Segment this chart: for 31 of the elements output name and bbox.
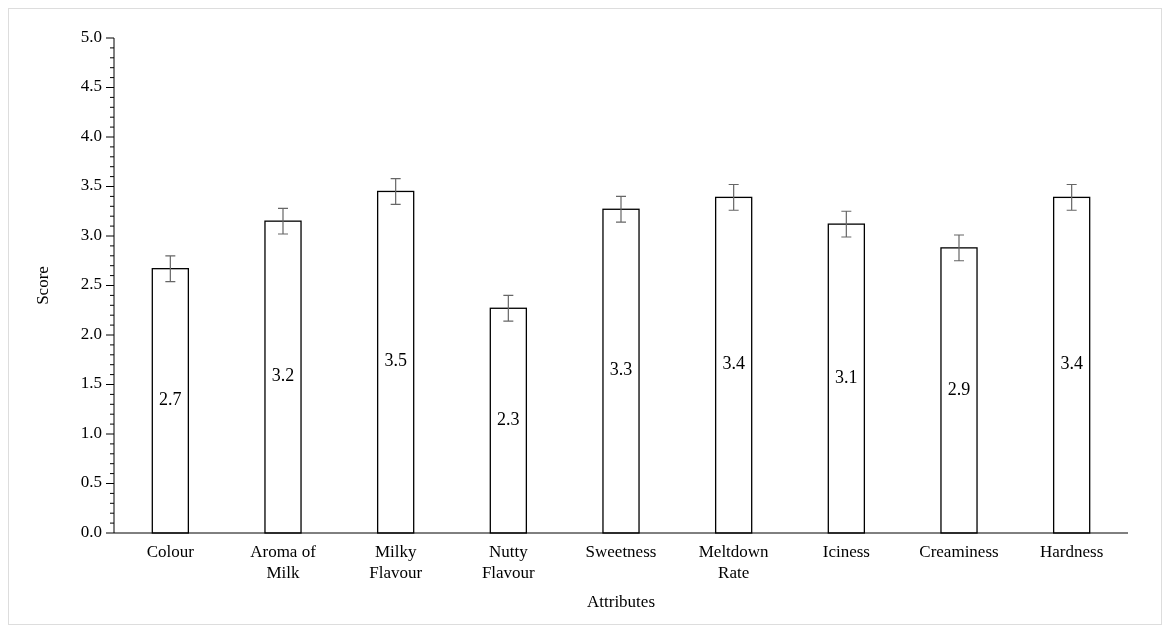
data-label: 2.9 (947, 378, 971, 399)
y-tick-label: 4.5 (80, 76, 102, 96)
x-tick-label: Sweetness (585, 542, 657, 561)
y-tick-label: 1.5 (80, 373, 102, 393)
data-label: 3.4 (722, 353, 745, 374)
x-tick-label: Aroma of Milk (250, 542, 317, 582)
y-axis-title: Score (33, 266, 52, 305)
y-tick-label: 3.5 (80, 175, 102, 195)
y-tick-label: 2.5 (80, 274, 102, 294)
y-tick-label: 0.5 (80, 472, 102, 492)
x-tick-label: Milky Flavour (369, 542, 423, 582)
data-label: 3.1 (835, 366, 858, 387)
y-tick-label: 0.0 (80, 521, 102, 541)
data-label: 3.3 (609, 359, 633, 380)
data-label: 3.2 (271, 365, 295, 386)
data-label: 2.7 (159, 388, 182, 409)
x-tick-label: Colour (146, 542, 195, 561)
x-tick-label: Creaminess (919, 542, 999, 561)
y-tick-label: 2.0 (80, 323, 102, 343)
y-tick-label: 1.0 (80, 422, 102, 442)
data-label: 2.3 (497, 408, 520, 429)
x-tick-label: Iciness (822, 542, 870, 561)
data-label: 3.5 (384, 350, 407, 371)
x-axis-title: Attributes (587, 592, 655, 611)
x-tick-label: Nutty Flavour (481, 542, 536, 582)
x-tick-label: Meltdown Rate (698, 542, 770, 582)
x-tick-label: Hardness (1040, 542, 1104, 561)
y-tick-label: 5.0 (80, 26, 102, 46)
data-label: 3.4 (1060, 353, 1083, 374)
y-tick-label: 3.0 (80, 224, 102, 244)
y-tick-label: 4.0 (80, 125, 102, 145)
